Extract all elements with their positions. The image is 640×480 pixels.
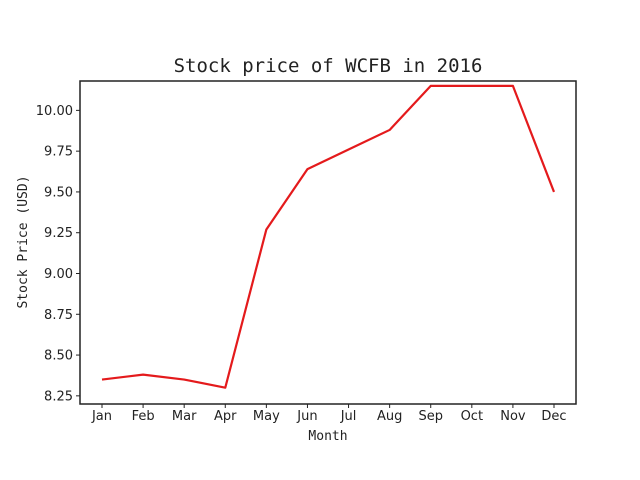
x-tick-label: Jul	[340, 409, 357, 424]
x-tick-label: Mar	[172, 409, 197, 424]
x-tick-label: Oct	[461, 409, 483, 424]
x-tick-label: Jun	[296, 409, 317, 424]
x-tick-label: Feb	[132, 409, 155, 424]
x-axis: Jan Feb Mar Apr May Jun Jul Aug Sep Oct Nov Dec	[91, 404, 567, 424]
y-tick-label: 8.25	[44, 389, 73, 404]
x-tick-label: Dec	[541, 409, 566, 424]
y-tick-label: 9.00	[44, 267, 73, 282]
series-line	[101, 84, 556, 389]
y-tick-label: 8.75	[44, 308, 73, 323]
y-axis: 8.25 8.50 8.75 9.00 9.25 9.50 9.75 10.00	[36, 104, 80, 404]
plot-frame	[79, 80, 577, 405]
plot-area	[101, 84, 556, 389]
x-tick-label: Jan	[91, 409, 112, 424]
x-tick-label: May	[253, 409, 280, 424]
y-tick-label: 9.25	[44, 226, 73, 241]
y-tick-label: 8.50	[44, 349, 73, 364]
x-tick-label: Apr	[214, 409, 237, 424]
y-axis-label: Stock Price (USD)	[16, 175, 31, 308]
x-tick-label: Nov	[500, 409, 526, 424]
y-tick-label: 9.50	[44, 185, 73, 200]
x-tick-label: Sep	[418, 409, 443, 424]
x-tick-label: Aug	[377, 409, 402, 424]
x-axis-label: Month	[308, 429, 347, 444]
chart-title: Stock price of WCFB in 2016	[174, 55, 483, 77]
y-tick-label: 10.00	[36, 104, 73, 119]
y-tick-label: 9.75	[44, 145, 73, 160]
